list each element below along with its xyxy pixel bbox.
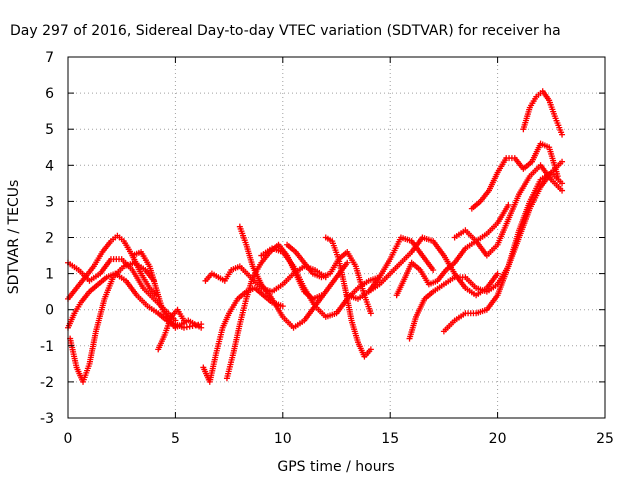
data-point <box>559 187 566 194</box>
data-point <box>494 270 501 277</box>
series-track-6 <box>155 306 187 353</box>
series-track-14 <box>344 234 437 302</box>
x-tick-label: 10 <box>274 431 292 447</box>
data-point <box>279 303 286 310</box>
x-tick-label: 0 <box>64 431 73 447</box>
series-track-12 <box>284 241 374 317</box>
series-track-19 <box>451 162 566 259</box>
series-track-13 <box>322 234 374 360</box>
x-tick-label: 5 <box>171 431 180 447</box>
data-point <box>559 131 566 138</box>
y-tick-label: 4 <box>45 158 54 174</box>
series-track-18 <box>440 169 566 335</box>
axes: 0 5 10 15 20 25 -3 -2 -1 0 1 2 3 4 5 6 7 <box>40 50 614 447</box>
data-point <box>559 180 566 187</box>
series-track-16 <box>393 202 512 299</box>
series-track-3 <box>67 259 157 385</box>
data-point <box>559 158 566 165</box>
data-point <box>344 259 351 266</box>
y-tick-label: 1 <box>45 267 54 283</box>
x-axis-label: GPS time / hours <box>277 459 394 475</box>
y-tick-label: 5 <box>45 122 54 138</box>
series-track-15 <box>365 234 501 299</box>
x-tick-label: 25 <box>596 431 614 447</box>
grid <box>68 57 605 418</box>
chart-title: Day 297 of 2016, Sidereal Day-to-day VTE… <box>10 23 561 39</box>
data-point <box>554 173 561 180</box>
data-point <box>430 266 437 273</box>
data-points <box>65 88 566 385</box>
data-point <box>367 310 374 317</box>
y-tick-label: -1 <box>40 339 54 355</box>
data-point <box>367 346 374 353</box>
data-point <box>180 317 187 324</box>
data-point <box>505 202 512 209</box>
x-tick-label: 20 <box>489 431 507 447</box>
y-tick-label: 7 <box>45 50 54 66</box>
y-tick-label: -3 <box>40 411 54 427</box>
data-point <box>198 324 205 331</box>
series-track-21 <box>520 88 566 138</box>
series-track-5 <box>129 248 205 331</box>
y-tick-label: 3 <box>45 194 54 210</box>
x-tick-label: 15 <box>381 431 399 447</box>
series-track-20 <box>468 140 561 212</box>
y-tick-label: 2 <box>45 231 54 247</box>
y-tick-label: 0 <box>45 303 54 319</box>
y-axis-label: SDTVAR / TECUs <box>6 180 22 295</box>
y-tick-label: -2 <box>40 375 54 391</box>
y-tick-label: 6 <box>45 86 54 102</box>
series-track-2 <box>65 256 179 324</box>
